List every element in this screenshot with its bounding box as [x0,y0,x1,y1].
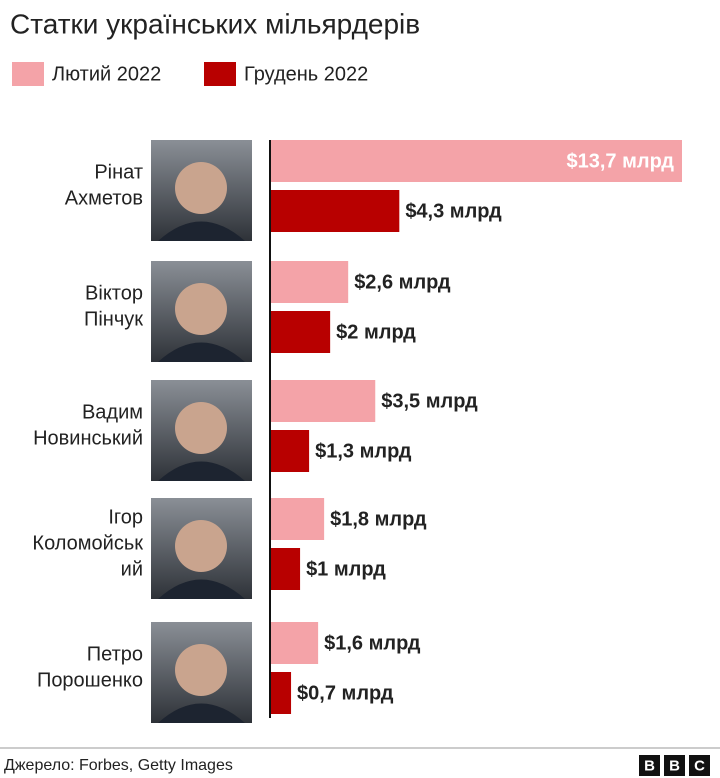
value-label: $1,8 млрд [330,508,427,530]
value-label: $13,7 млрд [566,150,674,172]
legend-swatch [12,62,44,86]
category-label: Вадим [82,401,143,423]
photo-body [158,461,245,481]
bar [270,622,319,664]
value-label: $1,6 млрд [324,632,421,654]
source: Джерело: Forbes, Getty Images [4,757,233,774]
brand-letter: B [644,757,655,774]
photo-face [175,162,227,214]
photo-body [158,579,245,599]
category-label: ий [121,558,143,580]
photo-face [175,402,227,454]
legend-label: Лютий 2022 [52,63,161,85]
photo-face [175,644,227,696]
value-label: $2,6 млрд [354,271,451,293]
bar [270,261,349,303]
brand-box [639,755,660,776]
category-label: Новинський [33,427,143,449]
category-label: Ахметов [65,187,143,209]
category-label: Рінат [94,161,143,183]
bar [270,190,400,232]
category-label: Ігор [108,506,143,528]
value-label: $4,3 млрд [405,200,502,222]
photo-face [175,520,227,572]
value-label: $1 млрд [306,558,386,580]
photo-body [158,221,245,241]
brand-box [689,755,710,776]
value-label: $2 млрд [336,321,416,343]
bar [270,140,682,182]
photo-body [158,342,245,362]
value-label: $3,5 млрд [381,390,478,412]
brand-box [664,755,685,776]
photo-face [175,283,227,335]
chart-title: Статки українських мільярдерів [10,8,420,39]
value-label: $1,3 млрд [315,440,412,462]
category-label: Петро [87,643,143,665]
value-label: $0,7 млрд [297,682,394,704]
bar [270,311,331,353]
legend-label: Грудень 2022 [244,63,368,85]
brand-letter: B [669,757,680,774]
bar [270,498,325,540]
category-label: Коломойськ [32,532,143,554]
category-label: Пінчук [84,308,143,330]
bar [270,380,376,422]
bar [270,672,292,714]
bar [270,430,310,472]
legend-swatch [204,62,236,86]
photo-body [158,703,245,723]
brand-letter: C [694,757,705,774]
bar [270,548,301,590]
category-label: Віктор [85,282,143,304]
category-label: Порошенко [37,669,143,691]
